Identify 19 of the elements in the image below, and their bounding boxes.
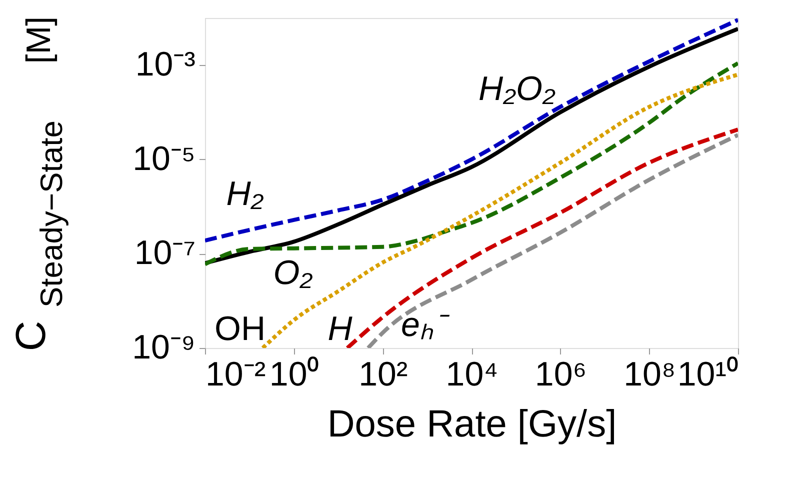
series-label: H₂O₂ bbox=[478, 70, 556, 108]
y-tick-label: 10⁻⁵ bbox=[132, 140, 196, 178]
x-axis-title: Dose Rate [Gy/s] bbox=[327, 404, 617, 446]
x-tick-label: 10⁸ bbox=[624, 356, 676, 394]
x-tick-label: 10² bbox=[358, 356, 408, 394]
x-tick-label: 10⁻² bbox=[206, 356, 266, 394]
series-label: H₂ bbox=[226, 175, 264, 213]
series-label: O₂ bbox=[273, 254, 313, 292]
y-tick-label: 10⁻⁷ bbox=[134, 234, 196, 272]
y-tick-label: 10⁻⁹ bbox=[132, 328, 196, 366]
y-tick-label: 10⁻³ bbox=[135, 46, 196, 84]
series-label: OH bbox=[214, 310, 266, 348]
text: CSteady−State [M] bbox=[7, 16, 69, 352]
x-tick-label: 10¹⁰ bbox=[677, 356, 738, 394]
x-tick-label: 10⁶ bbox=[534, 356, 587, 394]
x-tick-label: 10⁴ bbox=[446, 356, 498, 394]
series-label: H bbox=[328, 310, 353, 348]
series-label: eₕ⁻ bbox=[401, 306, 450, 344]
x-tick-label: 10⁰ bbox=[269, 356, 320, 394]
